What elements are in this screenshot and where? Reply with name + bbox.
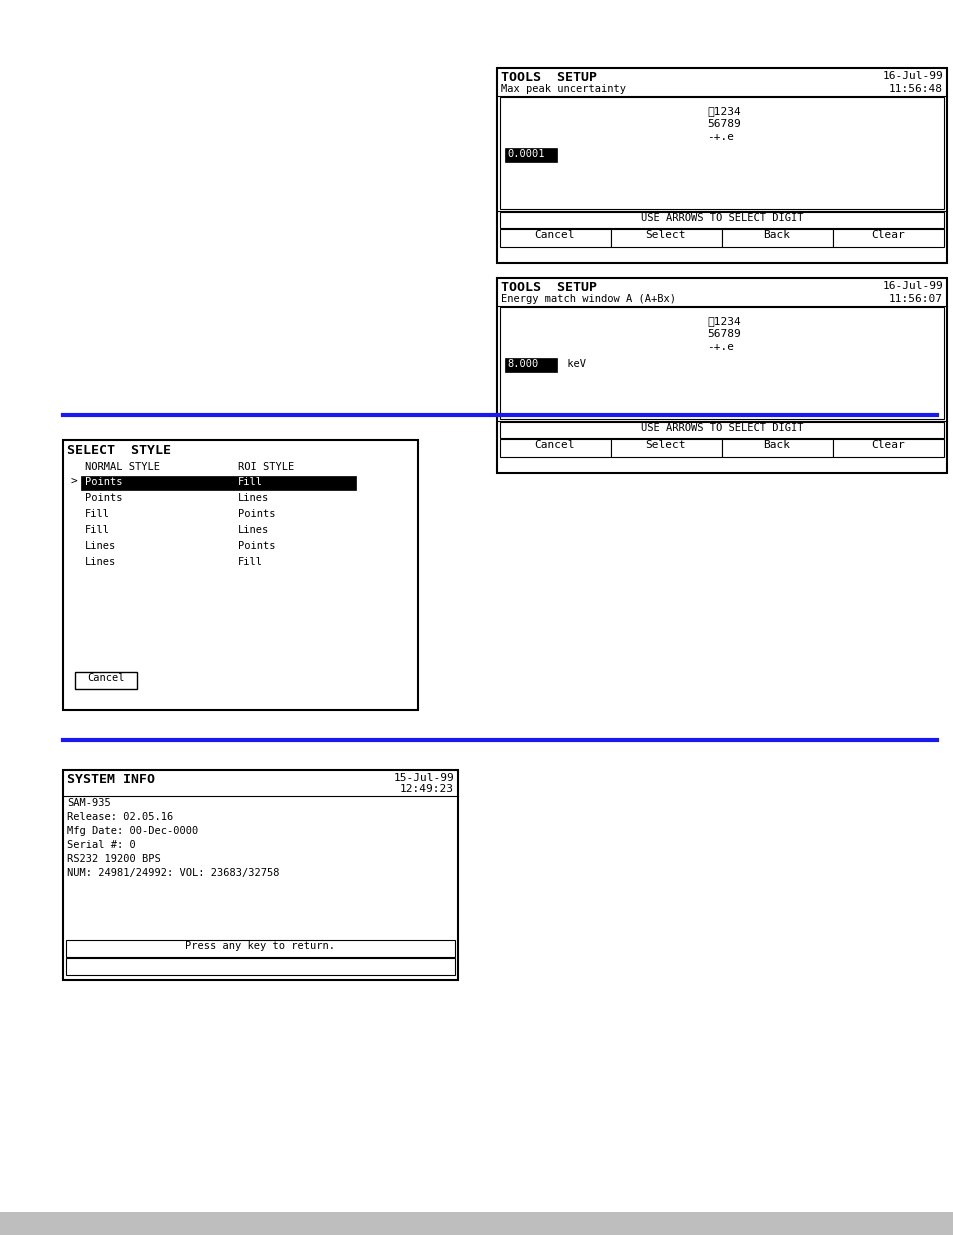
Bar bbox=[504, 148, 557, 162]
Text: 16-Jul-99: 16-Jul-99 bbox=[882, 282, 942, 291]
Text: Serial #: 0: Serial #: 0 bbox=[67, 840, 135, 850]
Bar bbox=[63, 440, 417, 710]
Bar bbox=[499, 438, 610, 457]
Text: ROI STYLE: ROI STYLE bbox=[237, 462, 294, 472]
Text: -+.e: -+.e bbox=[706, 342, 733, 352]
Text: 1234: 1234 bbox=[706, 316, 740, 326]
Text: SELECT  STYLE: SELECT STYLE bbox=[67, 445, 171, 457]
Text: Cancel: Cancel bbox=[87, 673, 125, 683]
Bar bbox=[499, 308, 943, 419]
Bar bbox=[721, 228, 832, 247]
Bar bbox=[66, 940, 455, 957]
Text: Press any key to return.: Press any key to return. bbox=[185, 941, 335, 951]
Text: Select: Select bbox=[645, 230, 685, 240]
Text: Clear: Clear bbox=[870, 440, 904, 450]
Text: 0.0001: 0.0001 bbox=[506, 149, 544, 159]
Text: 56789: 56789 bbox=[706, 119, 740, 128]
Text: NUM: 24981/24992: VOL: 23683/32758: NUM: 24981/24992: VOL: 23683/32758 bbox=[67, 868, 279, 878]
Bar bbox=[497, 68, 946, 263]
Text: 15-Jul-99: 15-Jul-99 bbox=[393, 773, 454, 783]
Text: NORMAL STYLE: NORMAL STYLE bbox=[85, 462, 160, 472]
Bar bbox=[81, 475, 355, 490]
Text: Mfg Date: 00-Dec-0000: Mfg Date: 00-Dec-0000 bbox=[67, 826, 198, 836]
Bar bbox=[832, 438, 943, 457]
Text: Fill: Fill bbox=[237, 557, 263, 567]
Text: -+.e: -+.e bbox=[706, 132, 733, 142]
Text: Lines: Lines bbox=[237, 525, 269, 535]
Bar bbox=[499, 228, 610, 247]
Bar bbox=[499, 212, 943, 228]
Text: USE ARROWS TO SELECT DIGIT: USE ARROWS TO SELECT DIGIT bbox=[640, 424, 802, 433]
Text: Clear: Clear bbox=[870, 230, 904, 240]
Bar bbox=[504, 358, 557, 372]
Text: Back: Back bbox=[762, 440, 790, 450]
Bar bbox=[832, 228, 943, 247]
Text: RS232 19200 BPS: RS232 19200 BPS bbox=[67, 853, 161, 864]
Text: 16-Jul-99: 16-Jul-99 bbox=[882, 70, 942, 82]
Text: Lines: Lines bbox=[85, 541, 116, 551]
Text: Cancel: Cancel bbox=[535, 440, 575, 450]
Text: USE ARROWS TO SELECT DIGIT: USE ARROWS TO SELECT DIGIT bbox=[640, 212, 802, 224]
Text: TOOLS  SETUP: TOOLS SETUP bbox=[500, 282, 597, 294]
Text: Points: Points bbox=[237, 541, 275, 551]
Text: Fill: Fill bbox=[237, 477, 263, 487]
Text: 56789: 56789 bbox=[706, 329, 740, 338]
Text: Back: Back bbox=[762, 230, 790, 240]
Text: SAM-935: SAM-935 bbox=[67, 798, 111, 808]
Text: 12:49:23: 12:49:23 bbox=[399, 784, 454, 794]
Bar bbox=[499, 98, 943, 209]
Text: Energy match window A (A+Bx): Energy match window A (A+Bx) bbox=[500, 294, 676, 304]
Text: 11:56:48: 11:56:48 bbox=[888, 84, 942, 94]
Text: SYSTEM INFO: SYSTEM INFO bbox=[67, 773, 154, 785]
Text: Release: 02.05.16: Release: 02.05.16 bbox=[67, 811, 173, 823]
Text: keV: keV bbox=[560, 359, 585, 369]
Bar bbox=[610, 438, 721, 457]
Bar bbox=[499, 422, 943, 438]
Text: 8.000: 8.000 bbox=[506, 359, 537, 369]
Text: TOOLS  SETUP: TOOLS SETUP bbox=[500, 70, 597, 84]
Bar bbox=[75, 672, 137, 689]
Text: 11:56:07: 11:56:07 bbox=[888, 294, 942, 304]
Bar bbox=[0, 1212, 953, 1235]
Text: Lines: Lines bbox=[85, 557, 116, 567]
Bar bbox=[66, 958, 455, 974]
Text: Points: Points bbox=[237, 509, 275, 519]
Text: >: > bbox=[71, 477, 77, 487]
Text: Fill: Fill bbox=[85, 509, 110, 519]
Bar bbox=[497, 278, 946, 473]
Text: Fill: Fill bbox=[85, 525, 110, 535]
Bar bbox=[610, 228, 721, 247]
Text: Cancel: Cancel bbox=[535, 230, 575, 240]
Text: Points: Points bbox=[85, 493, 122, 503]
Text: Points: Points bbox=[85, 477, 122, 487]
Text: Select: Select bbox=[645, 440, 685, 450]
Bar bbox=[63, 769, 457, 981]
Text: 1234: 1234 bbox=[706, 106, 740, 116]
Text: Max peak uncertainty: Max peak uncertainty bbox=[500, 84, 625, 94]
Bar bbox=[721, 438, 832, 457]
Text: Lines: Lines bbox=[237, 493, 269, 503]
